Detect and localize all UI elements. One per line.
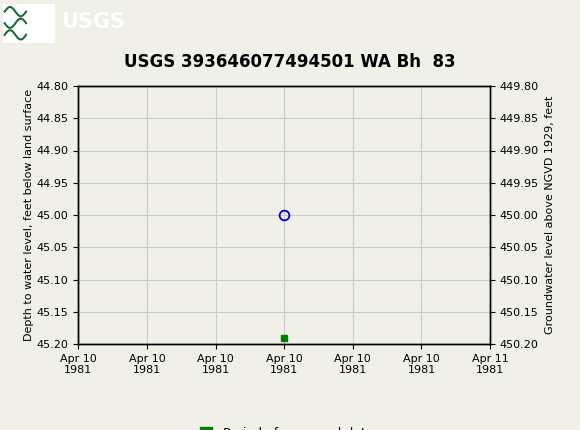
FancyBboxPatch shape [3, 4, 55, 43]
Text: USGS: USGS [61, 12, 125, 32]
Legend: Period of approved data: Period of approved data [190, 423, 379, 430]
Y-axis label: Depth to water level, feet below land surface: Depth to water level, feet below land su… [24, 89, 34, 341]
Y-axis label: Groundwater level above NGVD 1929, feet: Groundwater level above NGVD 1929, feet [545, 96, 554, 334]
Text: USGS 393646077494501 WA Bh  83: USGS 393646077494501 WA Bh 83 [124, 53, 456, 71]
